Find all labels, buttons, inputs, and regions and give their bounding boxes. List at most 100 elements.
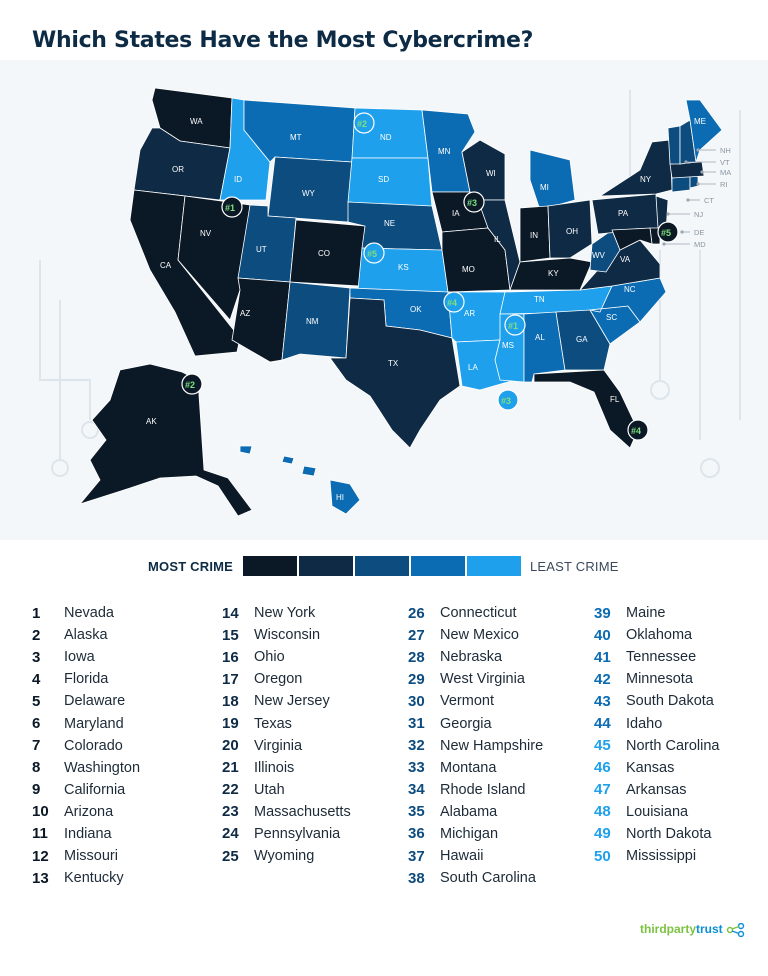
ranking-row: 10 Arizona [32, 801, 140, 823]
ranking-number: 4 [32, 670, 41, 688]
brand-part-1: thirdparty [640, 922, 697, 936]
ranking-number: 15 [222, 626, 239, 644]
ranking-number: 40 [594, 626, 611, 644]
ranking-row: 47 Arkansas [594, 779, 720, 801]
ranking-number: 39 [594, 604, 611, 622]
ranking-number: 25 [222, 847, 239, 865]
brand-logo: thirdpartytrust [640, 922, 746, 938]
ranking-state-name: New Mexico [440, 627, 519, 644]
ranking-number: 1 [32, 604, 41, 622]
label-me: ME [694, 117, 706, 126]
state-ak [78, 363, 253, 517]
ranking-row: 19 Texas [222, 712, 351, 734]
ranking-state-name: Oregon [254, 671, 303, 688]
label-wa: WA [190, 117, 203, 126]
ranking-row: 17 Oregon [222, 668, 351, 690]
legend-least-label: LEAST CRIME [530, 559, 619, 574]
svg-text:#2: #2 [185, 380, 195, 390]
label-fl: FL [610, 395, 620, 404]
ranking-row: 9 California [32, 779, 140, 801]
ranking-state-name: Montana [440, 759, 497, 776]
label-ia: IA [452, 209, 460, 218]
svg-text:#5: #5 [661, 228, 671, 238]
label-sc: SC [606, 313, 617, 322]
ranking-state-name: Virginia [254, 737, 303, 754]
callout-ri: RI [696, 180, 728, 189]
badge-least-2: #2 [353, 112, 375, 134]
state-ny [598, 139, 673, 197]
ranking-row: 42 Minnesota [594, 668, 720, 690]
ranking-state-name: Massachusetts [254, 803, 351, 820]
ranking-state-name: Louisiana [626, 803, 689, 820]
ranking-number: 38 [408, 869, 425, 887]
label-ks: KS [398, 263, 409, 272]
svg-text:#4: #4 [631, 426, 641, 436]
callout-ct: CT [686, 196, 714, 205]
label-ky: KY [548, 269, 559, 278]
label-mn: MN [438, 147, 451, 156]
ranking-row: 12 Missouri [32, 845, 140, 867]
ranking-state-name: Oklahoma [626, 627, 693, 644]
ranking-state-name: Kansas [626, 759, 675, 776]
rankings-column-3: 26 Connecticut 27 New Mexico 28 Nebraska 29 Wes… [408, 602, 543, 889]
ranking-row: 4 Florida [32, 668, 140, 690]
ranking-row: 2 Alaska [32, 624, 140, 646]
svg-text:NH: NH [720, 146, 731, 155]
ranking-number: 10 [32, 803, 49, 821]
state-az [231, 277, 291, 363]
ranking-number: 27 [408, 626, 425, 644]
ranking-row: 25 Wyoming [222, 845, 351, 867]
northeast-callouts: NH VT MA RI CT NJ DE MD [662, 146, 731, 249]
ranking-state-name: Georgia [440, 715, 492, 732]
ranking-number: 12 [32, 847, 49, 865]
ranking-number: 9 [32, 781, 41, 799]
ranking-row: 27 New Mexico [408, 624, 543, 646]
state-labels: WA OR CA NV ID MT WY UT AZ CO NM ND SD N… [146, 117, 706, 502]
ranking-state-name: Nebraska [440, 649, 503, 666]
label-wi: WI [486, 169, 496, 178]
label-mi: MI [540, 183, 549, 192]
state-ga [555, 309, 611, 371]
ranking-row: 22 Utah [222, 779, 351, 801]
state-vt [667, 125, 681, 165]
badge-least-1: #1 [504, 314, 526, 336]
ranking-state-name: Mississippi [626, 848, 697, 865]
ranking-row: 33 Montana [408, 757, 543, 779]
page-title: Which States Have the Most Cybercrime? [32, 28, 534, 53]
badge-most-4: #4 [627, 419, 649, 441]
ranking-state-name: Maine [626, 605, 666, 622]
ranking-state-name: North Dakota [626, 825, 712, 842]
label-va: VA [620, 255, 631, 264]
ranking-state-name: Wisconsin [254, 627, 321, 644]
ranking-state-name: Michigan [440, 825, 499, 842]
ranking-row: 1 Nevada [32, 602, 140, 624]
ranking-number: 30 [408, 692, 425, 710]
share-nodes-icon [726, 922, 745, 938]
label-in: IN [530, 231, 538, 240]
label-nv: NV [200, 229, 212, 238]
ranking-number: 26 [408, 604, 425, 622]
badge-most-2: #2 [181, 373, 203, 395]
state-md [611, 227, 653, 251]
rankings-column-4: 39 Maine 40 Oklahoma 41 Tennessee 42 Minnesota 4… [594, 602, 720, 867]
ranking-number: 14 [222, 604, 239, 622]
ranking-number: 41 [594, 648, 611, 666]
ranking-number: 42 [594, 670, 611, 688]
ranking-state-name: Ohio [254, 649, 285, 666]
ranking-row: 38 South Carolina [408, 867, 543, 889]
ranking-number: 17 [222, 670, 239, 688]
badge-least-3: #3 [497, 389, 519, 411]
label-ne: NE [384, 219, 395, 228]
label-wv: WV [592, 251, 606, 260]
ranking-number: 24 [222, 825, 239, 843]
ranking-state-name: Kentucky [64, 870, 124, 887]
label-wy: WY [302, 189, 316, 198]
label-or: OR [172, 165, 184, 174]
ranking-state-name: Arkansas [626, 781, 687, 798]
ranking-row: 14 New York [222, 602, 351, 624]
ranking-number: 34 [408, 781, 425, 799]
ranking-row: 20 Virginia [222, 735, 351, 757]
ranking-number: 21 [222, 759, 239, 777]
ranking-number: 48 [594, 803, 611, 821]
legend-most-label: MOST CRIME [148, 559, 234, 574]
